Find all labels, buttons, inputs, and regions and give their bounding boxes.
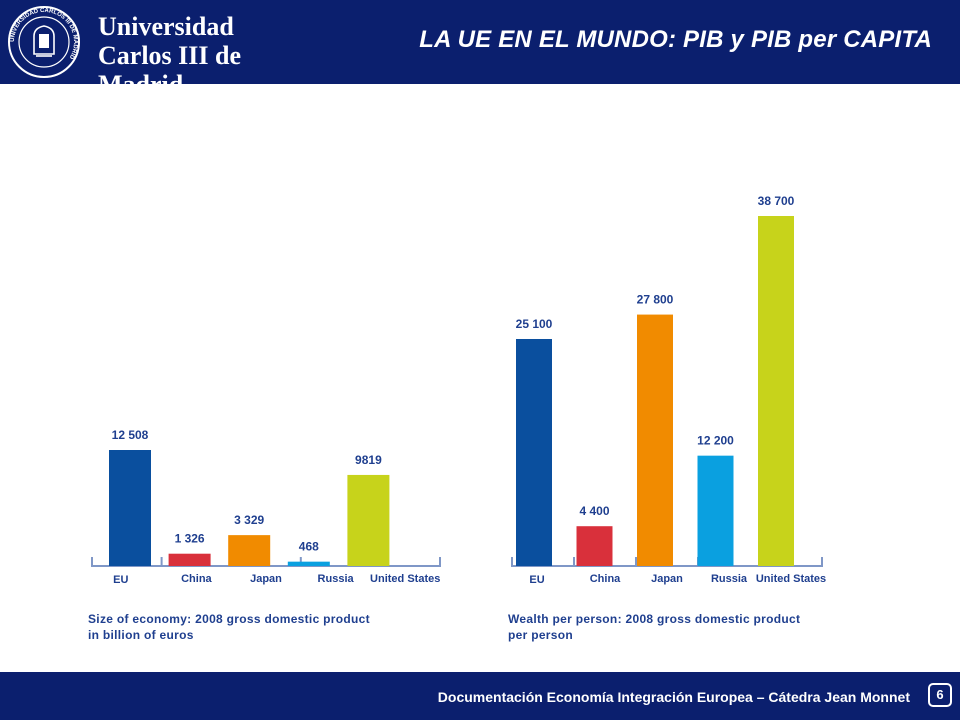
chart1-category-label: Russia — [318, 573, 355, 585]
chart1-bar-eu — [109, 450, 151, 566]
university-logo: UNIVERSIDAD CARLOS III DE MADRID Univers… — [0, 0, 276, 99]
chart1-category-label: China — [181, 573, 212, 585]
chart2-category-label: Russia — [711, 573, 748, 585]
university-name: Universidad Carlos III de Madrid — [98, 12, 242, 99]
footer-text: Documentación Economía Integración Europ… — [437, 689, 910, 705]
chart1-value-label: 1 326 — [175, 532, 205, 546]
chart1-bar-united-states — [347, 474, 390, 566]
slide-title: LA UE EN EL MUNDO: PIB y PIB per CAPITA — [419, 26, 932, 53]
chart2-bar-china — [576, 526, 613, 566]
chart1-bar-russia — [287, 561, 330, 566]
chart2-category-label: China — [590, 573, 621, 585]
chart2-bar-russia — [697, 455, 734, 566]
chart1-caption: Size of economy: 2008 gross domestic pro… — [88, 612, 370, 642]
chart2-value-label: 25 100 — [516, 317, 553, 331]
chart2-category-label: United States — [756, 573, 826, 585]
chart2-value-label: 12 200 — [697, 434, 734, 448]
chart1-value-label: 9819 — [355, 453, 382, 467]
chart2-bar-eu — [516, 338, 552, 566]
chart2-bar-japan — [637, 314, 673, 566]
chart2-value-label: 27 800 — [637, 293, 674, 307]
chart2-category-label: Japan — [651, 573, 683, 585]
chart1-value-label: 3 329 — [234, 513, 264, 527]
chart2-bar-united-states — [758, 216, 794, 566]
chart2-value-label: 38 700 — [758, 194, 795, 208]
chart2-category-label: EU — [529, 574, 544, 586]
chart1-category-label: EU — [113, 574, 128, 586]
slide-header: UNIVERSIDAD CARLOS III DE MADRID Univers… — [0, 0, 960, 99]
chart1-bar-japan — [228, 535, 271, 566]
chart1-value-label: 468 — [299, 540, 319, 554]
chart2-value-label: 4 400 — [579, 504, 609, 518]
chart1-value-label: 12 508 — [112, 428, 149, 442]
chart1-category-label: Japan — [250, 573, 282, 585]
chart2-caption: Wealth per person: 2008 gross domestic p… — [508, 612, 801, 642]
chart1-bar-china — [168, 553, 211, 566]
chart1-category-label: United States — [370, 573, 440, 585]
slide-footer: Documentación Economía Integración Europ… — [0, 672, 960, 720]
page-number: 6 — [928, 683, 952, 707]
university-seal-icon: UNIVERSIDAD CARLOS III DE MADRID — [8, 6, 80, 78]
